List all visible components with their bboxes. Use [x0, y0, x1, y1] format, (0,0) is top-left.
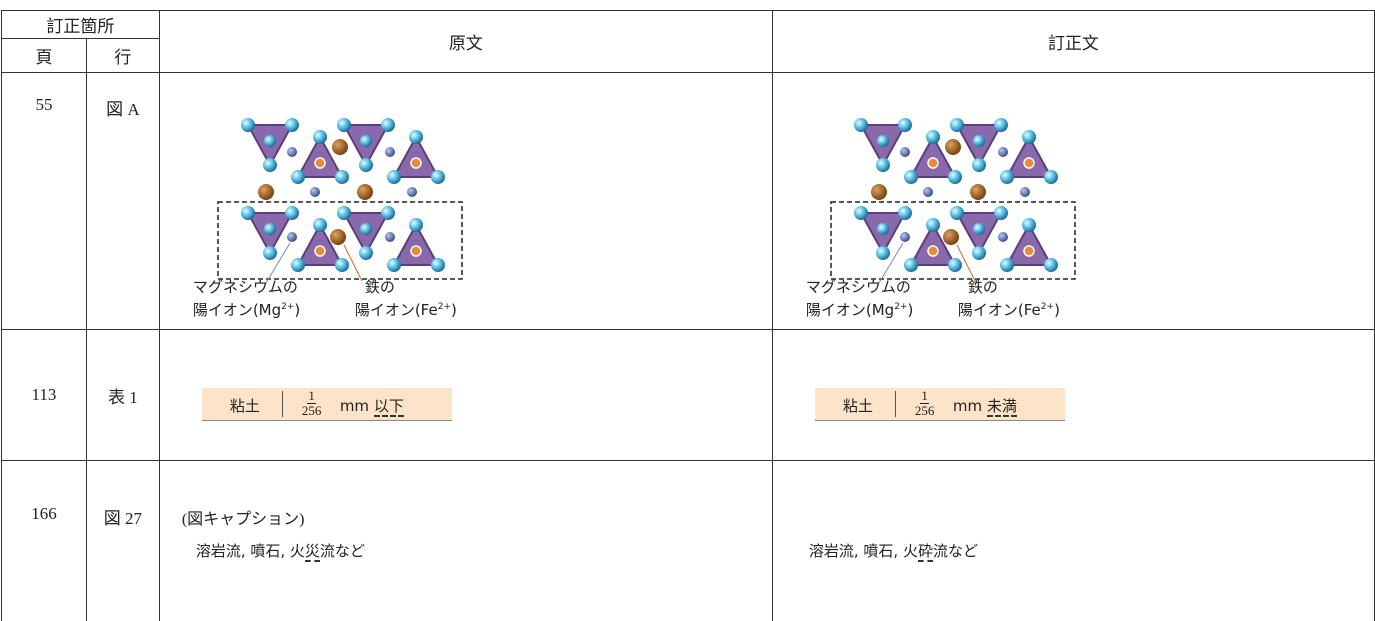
page-number: 113	[2, 330, 87, 461]
denominator: 256	[915, 404, 935, 418]
errata-table: 訂正箇所 原文 訂正文 頁 行 55 図 A マグネシウムの 陽イオン(Mg2+…	[1, 10, 1375, 621]
unit: mm	[953, 397, 982, 415]
unit: mm	[340, 397, 369, 415]
fe-label: 鉄の	[968, 278, 998, 296]
charge: 2+	[281, 302, 294, 312]
caption-text: 溶岩流, 噴石, 火災流など	[196, 540, 365, 561]
marked-char: 災	[305, 542, 320, 562]
numerator: 1	[920, 389, 929, 404]
fe-ion: 陽イオン(Fe2+)	[355, 298, 457, 319]
corrected-cell: マグネシウムの 陽イオン(Mg2+) 鉄の 陽イオン(Fe2+)	[772, 73, 1374, 330]
page-header: 頁	[2, 39, 87, 73]
text: 溶岩流, 噴石, 火	[809, 542, 918, 560]
line-ref: 表 1	[86, 330, 159, 461]
text: )	[908, 301, 914, 319]
line-header: 行	[86, 39, 159, 73]
page-number: 55	[2, 73, 87, 330]
charge: 2+	[1041, 302, 1054, 312]
caption-note: (図キャプション)	[182, 505, 305, 529]
term: 粘土	[230, 395, 260, 416]
corrected-cell: 溶岩流, 噴石, 火砕流など	[772, 461, 1374, 621]
line-ref: 図 27	[86, 461, 159, 621]
text: 陽イオン(Mg	[806, 301, 894, 319]
text: )	[294, 301, 300, 319]
text: )	[1054, 301, 1060, 319]
mg-label: マグネシウムの	[806, 278, 911, 296]
text: 流など	[320, 542, 365, 560]
text: )	[451, 301, 457, 319]
caption-text: 溶岩流, 噴石, 火砕流など	[809, 540, 978, 561]
divider	[282, 391, 283, 417]
charge: 2+	[894, 302, 907, 312]
text: 流など	[933, 542, 978, 560]
divider	[895, 391, 896, 417]
mg-label: マグネシウムの	[193, 278, 298, 296]
mg-ion: 陽イオン(Mg2+)	[806, 298, 913, 319]
corrected-header: 訂正文	[772, 11, 1374, 73]
text: 陽イオン(Fe	[958, 301, 1041, 319]
text: 陽イオン(Fe	[355, 301, 438, 319]
original-cell: マグネシウムの 陽イオン(Mg2+) 鉄の 陽イオン(Fe2+)	[159, 73, 772, 330]
qualifier: 以下	[374, 397, 404, 417]
page-number: 166	[2, 461, 87, 621]
mg-ion: 陽イオン(Mg2+)	[193, 298, 300, 319]
charge: 2+	[438, 302, 451, 312]
text: 陽イオン(Mg	[193, 301, 281, 319]
qualifier: 未満	[987, 397, 1017, 417]
unit-phrase: mm 未満	[953, 395, 1017, 416]
line-ref: 図 A	[86, 73, 159, 330]
original-header: 原文	[159, 11, 772, 73]
original-cell: (図キャプション) 溶岩流, 噴石, 火災流など	[159, 461, 772, 621]
denominator: 256	[302, 404, 322, 418]
location-header: 訂正箇所	[2, 11, 160, 39]
fe-ion: 陽イオン(Fe2+)	[958, 298, 1060, 319]
fe-label: 鉄の	[365, 278, 395, 296]
unit-phrase: mm 以下	[340, 395, 404, 416]
marked-char: 砕	[918, 542, 933, 562]
numerator: 1	[307, 389, 316, 404]
term: 粘土	[843, 395, 873, 416]
text: 溶岩流, 噴石, 火	[196, 542, 305, 560]
